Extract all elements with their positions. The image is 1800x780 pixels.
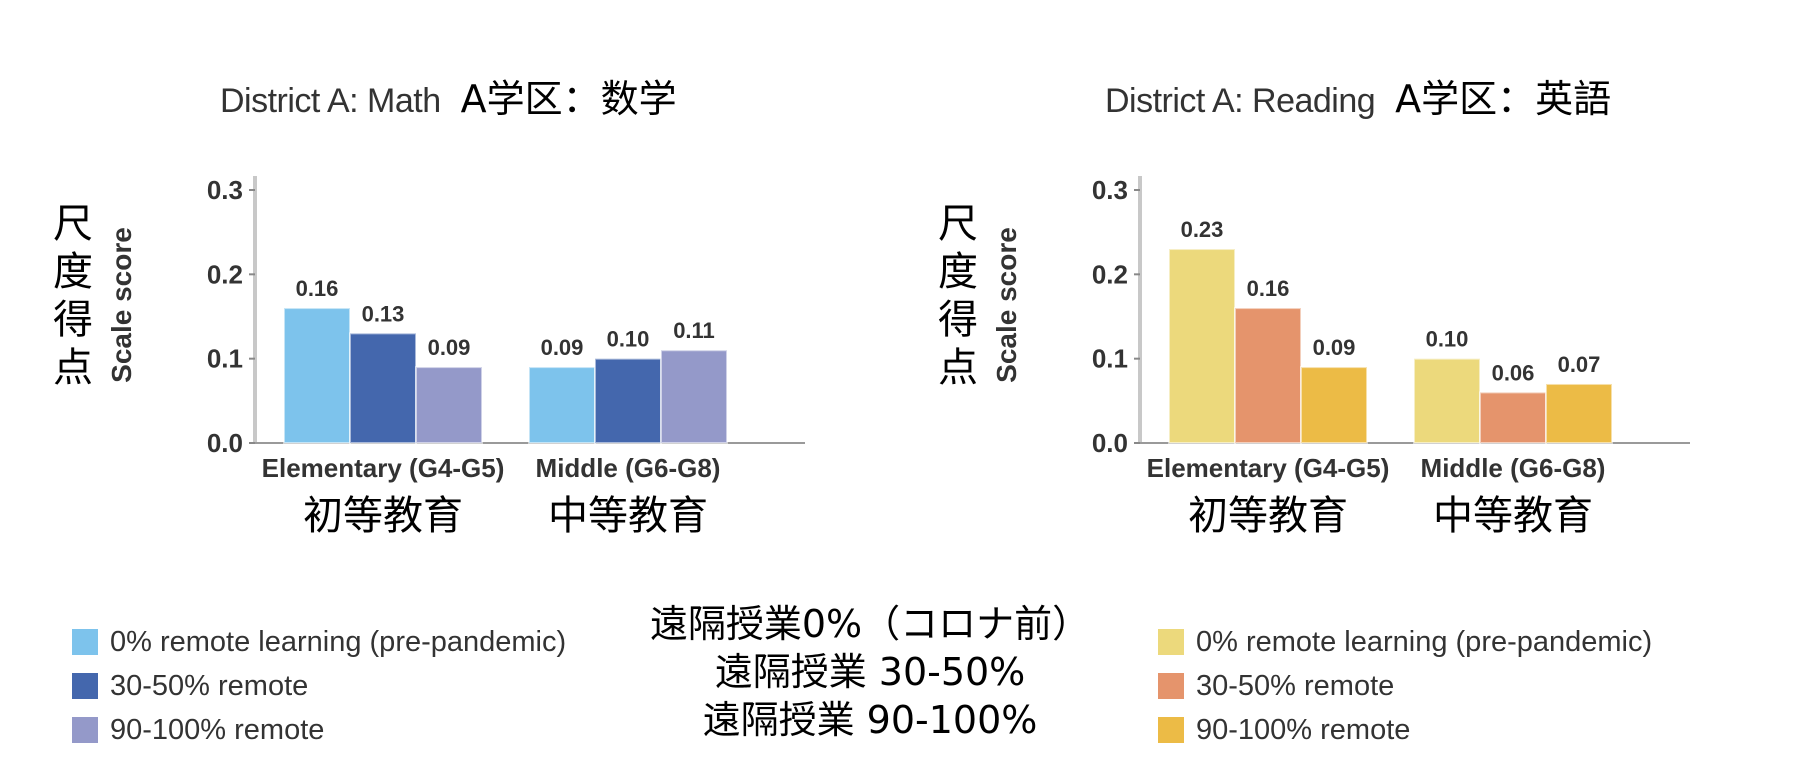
legend-label: 0% remote learning (pre-pandemic) [1196,625,1653,658]
legend-swatch [72,629,98,655]
legend-item: 0% remote learning (pre-pandemic) [72,620,566,664]
reading-chart-panel: District A: Reading A学区：英語 尺度得点 Scale sco… [935,60,1715,560]
bar-value-label: 0.13 [362,301,405,326]
chart-title: District A: Reading A学区：英語 [1105,68,1611,123]
bar [594,357,662,445]
chart-title-jp: A学区：数学 [460,77,677,121]
legend-swatch [1158,717,1184,743]
legend-label-jp: 遠隔授業0%（コロナ前） [649,602,1091,646]
chart-title: District A: Math A学区：数学 [220,68,677,123]
chart-title-jp: A学区：英語 [1395,77,1612,121]
legend-item: 30-50% remote [1158,664,1652,708]
y-tick-label: 0.3 [207,175,243,205]
x-tick-label-jp: 初等教育 [1188,493,1348,539]
bar-value-label: 0.10 [1426,327,1469,352]
chart-title-en: District A: Reading [1105,82,1376,120]
legend-label-jp: 遠隔授業 30-50% [714,650,1026,694]
bar [415,366,483,445]
bar-value-label: 0.09 [1313,335,1356,360]
math-legend: 0% remote learning (pre-pandemic) 30-50%… [72,620,566,752]
bar-value-label: 0.23 [1181,217,1224,242]
bar-value-label: 0.09 [541,335,584,360]
bar-value-label: 0.16 [296,276,339,301]
x-tick-label: Elementary (G4-G5) [1147,453,1390,483]
x-tick-label-jp: 中等教育 [1433,493,1593,539]
legend-swatch [1158,629,1184,655]
y-tick-label: 0.2 [207,259,243,289]
y-axis-label: Scale score [106,227,137,383]
y-axis-label-jp: 尺度得点 [938,201,978,391]
y-tick-label: 0.1 [1092,344,1128,374]
legend-label: 0% remote learning (pre-pandemic) [110,625,567,658]
japanese-legend: 遠隔授業0%（コロナ前） 遠隔授業 30-50% 遠隔授業 90-100% [620,600,1120,744]
x-tick-label: Middle (G6-G8) [1421,453,1606,483]
bar [1413,357,1481,445]
legend-item: 90-100% remote [72,708,566,752]
x-tick-label-jp: 初等教育 [303,493,463,539]
legend-item: 90-100% remote [1158,708,1652,752]
math-bar-chart: 0.0 0.1 0.2 0.3 0.16 0.13 0.09 Elementary (G4-G… [207,175,805,539]
bar [528,366,596,445]
bar [283,307,351,444]
legend-swatch [1158,673,1184,699]
bar [660,349,728,445]
bar-value-label: 0.10 [607,327,650,352]
bar [349,332,417,444]
legend-item: 30-50% remote [72,664,566,708]
bar-value-label: 0.09 [428,335,471,360]
x-tick-label: Elementary (G4-G5) [262,453,505,483]
bar [1234,307,1302,444]
bar [1300,366,1368,445]
reading-bar-chart: 0.0 0.1 0.2 0.3 0.23 0.16 0.09 Elementary (G4-G… [1092,175,1690,539]
y-tick-label: 0.3 [1092,175,1128,205]
y-tick-label: 0.1 [207,344,243,374]
legend-label: 30-50% remote [110,669,309,702]
chart-title-en: District A: Math [220,82,441,120]
bar-value-label: 0.11 [673,318,715,343]
legend-label: 90-100% remote [1196,713,1411,746]
bar-value-label: 0.07 [1558,352,1601,377]
legend-item: 0% remote learning (pre-pandemic) [1158,620,1652,664]
bar [1168,248,1236,444]
bar [1479,391,1547,444]
legend-label-jp: 遠隔授業 90-100% [702,698,1038,742]
y-axis-label-jp: 尺度得点 [53,201,93,391]
y-tick-label: 0.0 [1092,428,1128,458]
reading-legend: 0% remote learning (pre-pandemic) 30-50%… [1158,620,1652,752]
legend-swatch [72,673,98,699]
bar-value-label: 0.06 [1492,360,1535,385]
math-chart-panel: District A: Math A学区：数学 尺度得点 Scale score … [50,60,830,560]
legend-swatch [72,717,98,743]
y-tick-label: 0.2 [1092,259,1128,289]
x-tick-label-jp: 中等教育 [548,493,708,539]
x-tick-label: Middle (G6-G8) [536,453,721,483]
bar [1545,382,1613,445]
legend-label: 30-50% remote [1196,669,1395,702]
legend-label: 90-100% remote [110,713,325,746]
bar-value-label: 0.16 [1247,276,1290,301]
y-tick-label: 0.0 [207,428,243,458]
y-axis-label: Scale score [991,227,1022,383]
